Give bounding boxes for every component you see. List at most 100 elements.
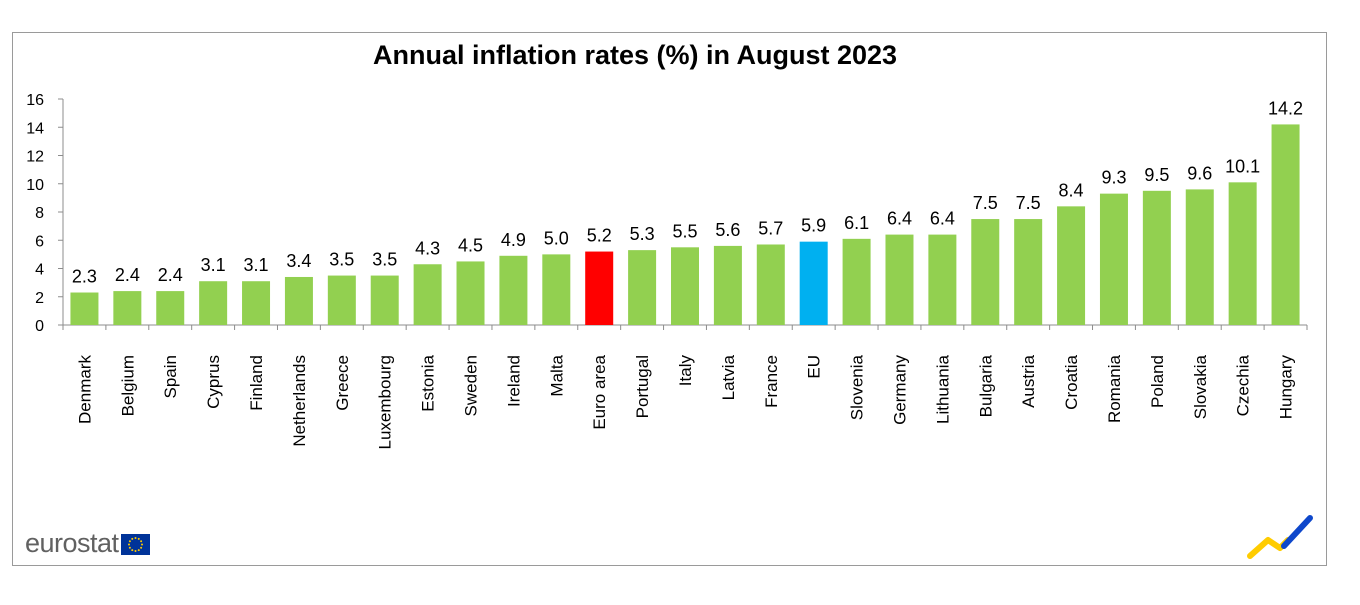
category-label: Lithuania bbox=[933, 354, 952, 424]
bar-poland bbox=[1142, 190, 1171, 325]
value-label: 3.5 bbox=[372, 250, 397, 270]
value-label: 3.4 bbox=[286, 251, 311, 271]
value-label: 9.6 bbox=[1187, 163, 1212, 183]
category-label: Finland bbox=[247, 355, 266, 411]
value-label: 6.4 bbox=[930, 209, 955, 229]
data-labels: 2.3 2.4 2.4 3.1 3.1 3.4 3.5 3.5 4.3 4.5 4.9 5.0 5.2 5… bbox=[72, 98, 1303, 286]
eurostat-chart-mark-icon bbox=[1247, 515, 1313, 559]
category-label: Cyprus bbox=[204, 355, 223, 409]
bar-slovakia bbox=[1185, 189, 1214, 325]
category-label: Euro area bbox=[590, 354, 609, 429]
value-label: 14.2 bbox=[1268, 98, 1303, 118]
value-label: 6.1 bbox=[844, 213, 869, 233]
value-label: 5.7 bbox=[758, 218, 783, 238]
y-tick-label: 0 bbox=[35, 318, 44, 335]
value-label: 5.6 bbox=[715, 220, 740, 240]
category-label: Austria bbox=[1019, 354, 1038, 407]
y-tick-label: 16 bbox=[26, 92, 44, 109]
category-label: Sweden bbox=[462, 355, 481, 416]
category-label: Latvia bbox=[719, 354, 738, 400]
bar-greece bbox=[327, 275, 356, 325]
y-tick-label: 8 bbox=[35, 205, 44, 222]
bar-euro-area bbox=[585, 251, 614, 325]
category-label: EU bbox=[805, 355, 824, 379]
bar-malta bbox=[542, 254, 571, 325]
bar-spain bbox=[156, 291, 185, 325]
value-label: 3.5 bbox=[329, 250, 354, 270]
category-label: Bulgaria bbox=[976, 354, 995, 417]
value-label: 4.3 bbox=[415, 238, 440, 258]
value-label: 4.9 bbox=[501, 230, 526, 250]
bar-czechia bbox=[1228, 182, 1257, 325]
category-label: Portugal bbox=[633, 355, 652, 418]
bar-hungary bbox=[1271, 124, 1300, 325]
value-label: 9.5 bbox=[1144, 165, 1169, 185]
category-label: Denmark bbox=[75, 355, 94, 424]
value-label: 2.3 bbox=[72, 267, 97, 287]
bar-france bbox=[756, 244, 785, 325]
bar-austria bbox=[1014, 219, 1043, 325]
bar-lithuania bbox=[928, 234, 957, 325]
eu-flag-icon bbox=[120, 534, 150, 555]
value-label: 6.4 bbox=[887, 209, 912, 229]
value-label: 4.5 bbox=[458, 235, 483, 255]
value-label: 5.3 bbox=[630, 224, 655, 244]
category-label: France bbox=[762, 355, 781, 408]
y-tick-label: 14 bbox=[26, 120, 44, 137]
eurostat-logo: eurostat bbox=[25, 528, 150, 559]
bar-belgium bbox=[113, 291, 142, 325]
category-label: Romania bbox=[1105, 354, 1124, 423]
y-tick-label: 6 bbox=[35, 233, 44, 250]
bar-finland bbox=[242, 281, 271, 325]
category-label: Croatia bbox=[1062, 354, 1081, 409]
category-label: Czechia bbox=[1234, 354, 1253, 416]
category-label: Malta bbox=[547, 354, 566, 396]
logo-text: eurostat bbox=[25, 528, 119, 558]
bar-denmark bbox=[70, 292, 99, 325]
category-label: Belgium bbox=[118, 355, 137, 416]
value-label: 3.1 bbox=[201, 255, 226, 275]
category-label: Ireland bbox=[504, 355, 523, 407]
chart-title: Annual inflation rates (%) in August 202… bbox=[372, 40, 898, 70]
bar-cyprus bbox=[199, 281, 228, 325]
category-label: Netherlands bbox=[290, 355, 309, 447]
value-label: 5.0 bbox=[544, 228, 569, 248]
value-label: 5.9 bbox=[801, 216, 826, 236]
category-label: Italy bbox=[676, 355, 695, 387]
bar-eu bbox=[799, 241, 828, 325]
y-tick-label: 4 bbox=[35, 262, 44, 279]
value-label: 8.4 bbox=[1059, 180, 1084, 200]
bar-bulgaria bbox=[971, 219, 1000, 325]
bar-ireland bbox=[499, 255, 528, 325]
bar-slovenia bbox=[842, 238, 871, 325]
value-label: 3.1 bbox=[244, 255, 269, 275]
category-label: Slovenia bbox=[848, 354, 867, 420]
value-label: 5.5 bbox=[672, 221, 697, 241]
bar-italy bbox=[671, 247, 699, 325]
category-label: Germany bbox=[890, 355, 909, 425]
category-label: Luxembourg bbox=[376, 355, 395, 450]
bars bbox=[70, 124, 1300, 325]
bar-latvia bbox=[713, 245, 742, 325]
y-tick-label: 10 bbox=[26, 177, 44, 194]
value-label: 10.1 bbox=[1225, 156, 1260, 176]
value-label: 7.5 bbox=[1016, 193, 1041, 213]
category-label: Greece bbox=[333, 355, 352, 411]
category-label: Slovakia bbox=[1191, 354, 1210, 419]
value-label: 2.4 bbox=[158, 265, 183, 285]
category-label: Hungary bbox=[1277, 355, 1296, 420]
category-labels: Denmark Belgium Spain Cyprus Finland Netherla… bbox=[75, 354, 1295, 449]
bar-germany bbox=[885, 234, 914, 325]
bar-luxembourg bbox=[370, 275, 399, 325]
value-label: 9.3 bbox=[1101, 168, 1126, 188]
value-label: 7.5 bbox=[973, 193, 998, 213]
category-label: Spain bbox=[161, 355, 180, 398]
category-label: Poland bbox=[1148, 355, 1167, 408]
bar-sweden bbox=[456, 261, 485, 325]
chart-frame bbox=[12, 32, 1327, 566]
y-tick-label: 2 bbox=[35, 290, 44, 307]
bar-estonia bbox=[413, 264, 442, 325]
bar-portugal bbox=[628, 250, 657, 325]
bar-croatia bbox=[1057, 206, 1086, 325]
